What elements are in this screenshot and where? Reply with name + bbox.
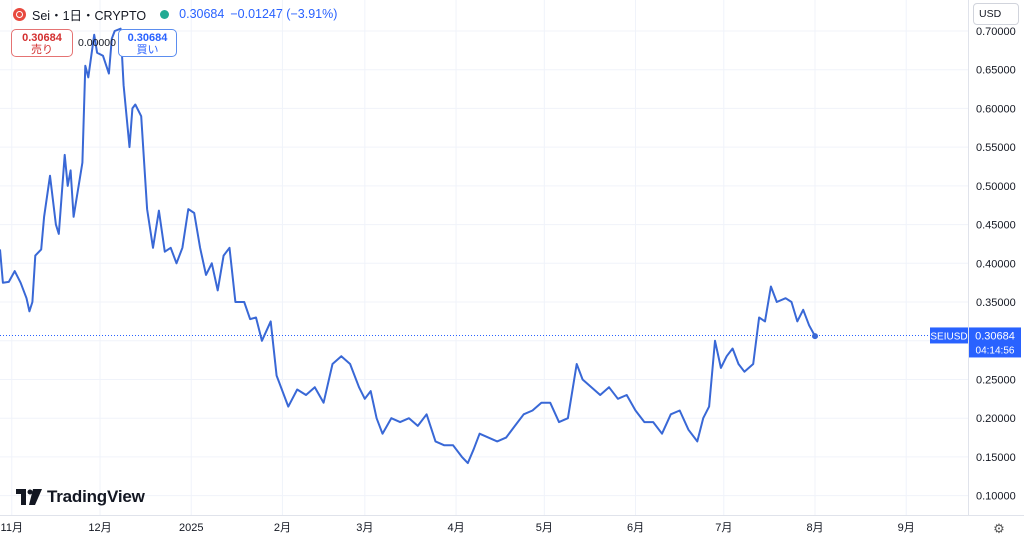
x-tick-label: 3月 [356, 522, 373, 534]
symbol-tag-bg [930, 327, 968, 344]
y-tick-label: 0.25000 [976, 374, 1016, 386]
buy-label: 買い [136, 44, 159, 56]
buy-button[interactable]: 0.30684 買い [118, 29, 177, 57]
y-tick-label: 0.10000 [976, 491, 1016, 503]
sell-button[interactable]: 0.30684 売り [11, 29, 73, 57]
x-tick-label: 9月 [898, 522, 915, 534]
market-status-icon [160, 9, 170, 19]
y-tick-label: 0.65000 [976, 65, 1016, 77]
bar-countdown: 04:14:56 [976, 345, 1015, 356]
x-tick-label: 12月 [88, 522, 111, 534]
sell-label: 売り [31, 44, 53, 56]
chart-header: Sei・1日・CRYPTO 0.30684 −0.01247 (−3.91%) [13, 5, 337, 23]
x-tick-label: 5月 [536, 522, 553, 534]
price-label-bg [969, 327, 1021, 358]
last-price-label: 0.30684 [975, 330, 1015, 342]
symbol-title[interactable]: Sei・1日・CRYPTO [32, 8, 147, 23]
y-tick-label: 0.35000 [976, 297, 1016, 309]
tradingview-logo[interactable]: TradingView [16, 487, 145, 507]
y-tick-label: 0.70000 [976, 26, 1016, 38]
header-last-price: 0.30684 [179, 7, 225, 21]
sei-logo-icon [13, 7, 26, 21]
x-tick-label: 2025 [179, 522, 203, 534]
settings-gear-icon[interactable]: ⚙ [993, 521, 1005, 536]
currency-button[interactable]: USD [973, 3, 1019, 25]
price-series-line [0, 27, 816, 465]
y-tick-label: 0.15000 [976, 452, 1016, 464]
buy-price: 0.30684 [127, 32, 168, 44]
y-tick-label: 0.55000 [976, 142, 1016, 154]
header-price-change: −0.01247 (−3.91%) [230, 7, 338, 21]
x-tick-label: 4月 [447, 522, 464, 534]
y-tick-label: 0.20000 [976, 413, 1016, 425]
y-tick-label: 0.45000 [976, 220, 1016, 232]
x-tick-label: 6月 [627, 522, 644, 534]
x-tick-label: 2月 [274, 522, 291, 534]
brand-name: TradingView [47, 487, 145, 506]
y-tick-label: 0.40000 [976, 258, 1016, 270]
x-tick-label: 7月 [715, 522, 732, 534]
symbol-tag: SEIUSD [930, 331, 967, 342]
x-tick-label: 8月 [806, 522, 823, 534]
last-point-marker [812, 333, 819, 340]
tradingview-logo-icon [16, 489, 42, 505]
sell-price: 0.30684 [22, 32, 62, 44]
x-tick-label: 11月 [1, 522, 23, 534]
y-tick-label: 0.50000 [976, 181, 1016, 193]
spread-value: 0.00000 [78, 37, 116, 49]
y-tick-label: 0.60000 [976, 103, 1016, 115]
